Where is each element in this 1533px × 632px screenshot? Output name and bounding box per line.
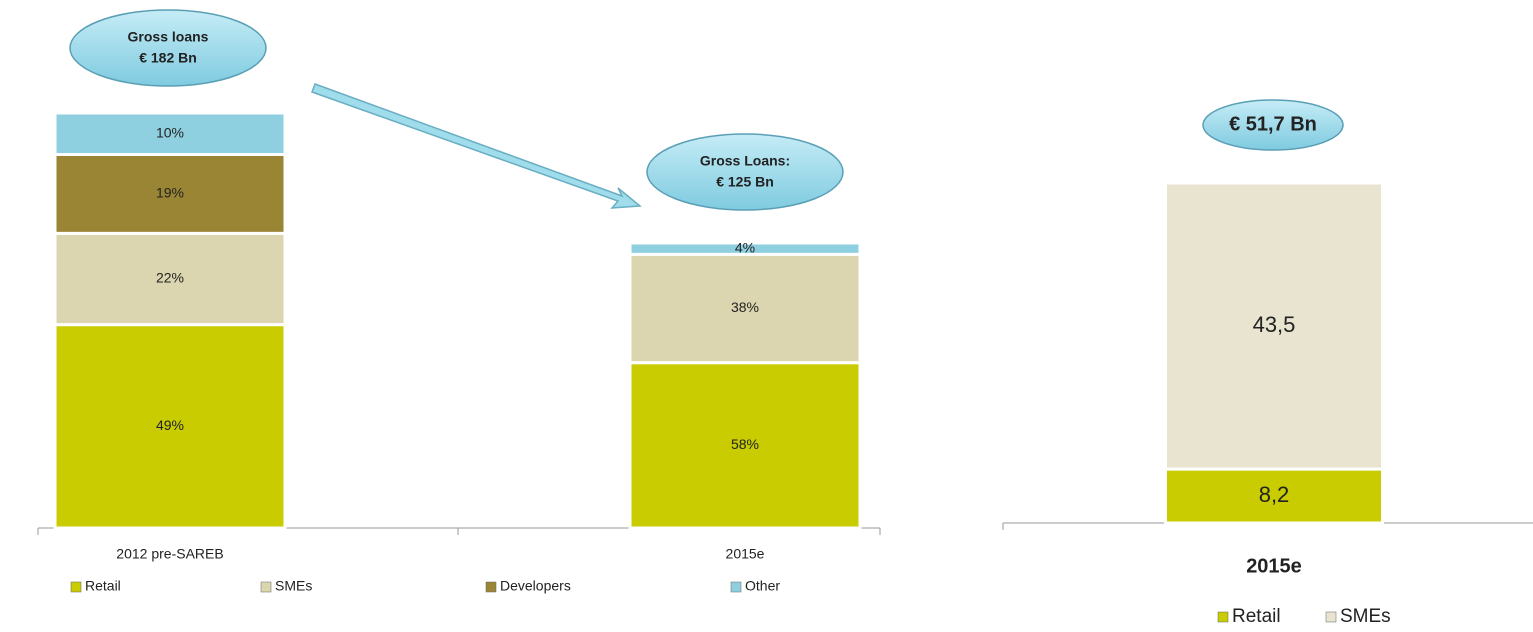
bar-segment (1164, 467, 1384, 525)
x-tick-label: 2015e (1246, 555, 1302, 577)
data-label: 43,5 (1253, 312, 1296, 337)
callout-value: € 51,7 Bn (1229, 113, 1317, 135)
legend-label: Developers (500, 578, 571, 594)
data-label: 58% (731, 436, 759, 452)
data-label: 38% (731, 299, 759, 315)
data-label: 10% (156, 124, 184, 140)
data-label: 49% (156, 417, 184, 433)
legend-swatch (260, 581, 272, 593)
data-label: 4% (735, 239, 755, 255)
bar-segment (628, 252, 862, 365)
callout (1202, 99, 1344, 151)
callout (646, 133, 844, 211)
legend-swatch (730, 581, 742, 593)
callout-value: € 125 Bn (716, 174, 774, 190)
legend-label: Retail (85, 578, 121, 594)
callout-title: Gross loans (128, 29, 209, 45)
callout-title: Gross Loans: (700, 153, 790, 169)
legend-label: SMEs (275, 578, 312, 594)
x-tick-label: 2015e (726, 546, 765, 562)
callout (69, 9, 267, 87)
bar-segment (53, 111, 287, 156)
legend-swatch (70, 581, 82, 593)
legend-swatch (485, 581, 497, 593)
legend-swatch (1217, 611, 1229, 623)
bar-segment (628, 361, 862, 530)
callout-value: € 182 Bn (139, 50, 197, 66)
legend-swatch (1325, 611, 1337, 623)
arrow (311, 83, 642, 209)
legend-label: Other (745, 578, 780, 594)
bar-segment (53, 231, 287, 327)
x-tick-label: 2012 pre-SAREB (116, 546, 223, 562)
legend-label: SMEs (1340, 606, 1391, 627)
data-label: 22% (156, 270, 184, 286)
data-label: 8,2 (1259, 482, 1290, 507)
bar-segment (628, 241, 862, 256)
bar-segment (53, 323, 287, 530)
bar-segment (1164, 181, 1384, 471)
data-label: 19% (156, 185, 184, 201)
legend-label: Retail (1232, 606, 1281, 627)
